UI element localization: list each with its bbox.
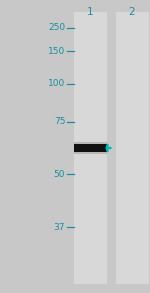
Bar bbox=[74, 12, 106, 284]
Text: 37: 37 bbox=[54, 223, 65, 231]
Text: 1: 1 bbox=[87, 7, 93, 17]
Bar bbox=[116, 12, 148, 284]
Bar bbox=[74, 142, 106, 154]
Text: 2: 2 bbox=[129, 7, 135, 17]
Text: 75: 75 bbox=[54, 117, 65, 126]
Text: 50: 50 bbox=[54, 170, 65, 179]
Text: 250: 250 bbox=[48, 23, 65, 32]
Text: 100: 100 bbox=[48, 79, 65, 88]
Text: 150: 150 bbox=[48, 47, 65, 56]
Bar bbox=[74, 144, 106, 152]
